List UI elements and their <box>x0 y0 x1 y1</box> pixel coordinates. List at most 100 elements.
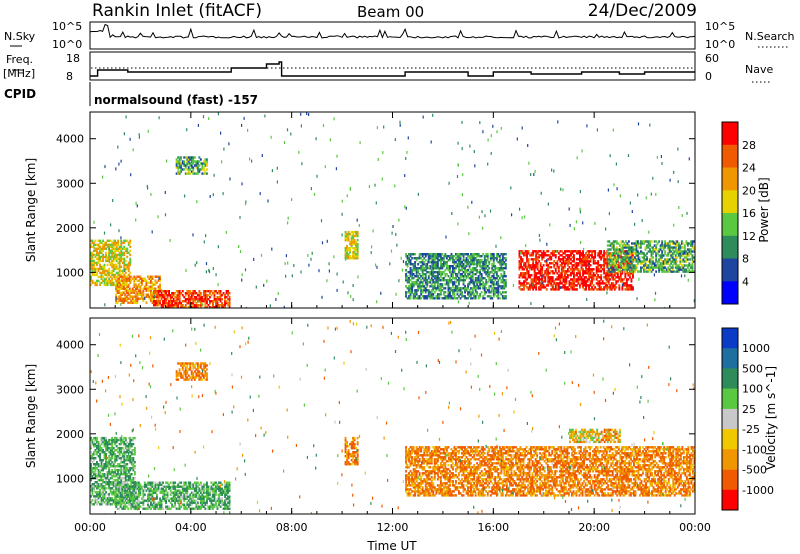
beam-title: Beam 00 <box>357 3 424 21</box>
velocity-ytick-label: 3000 <box>56 383 84 396</box>
cpid-value: normalsound (fast) -157 <box>94 93 258 107</box>
noise-left-tick-bottom: 10^0 <box>52 38 82 51</box>
velocity-region <box>569 428 621 444</box>
power-colorbar-cell <box>722 281 738 305</box>
power-colorbar-tick: 24 <box>742 162 756 175</box>
noise-right-tick-top: 10^5 <box>705 20 735 33</box>
velocity-xtick-label: 00:00 <box>74 521 106 534</box>
power-colorbar-cell <box>722 190 738 214</box>
nave-tick-bottom: 0 <box>705 70 712 83</box>
velocity-colorbar-tick: 500 <box>742 362 763 375</box>
power-axes: 4000 3000 2000 1000 <box>56 112 696 308</box>
velocity-colorbar-tick: -1000 <box>742 484 774 497</box>
freq-label-line1: Freq. <box>6 53 33 66</box>
power-colorbar-tick: 12 <box>742 230 756 243</box>
power-region <box>115 275 161 304</box>
velocity-region <box>175 362 208 381</box>
freq-trace <box>90 61 695 77</box>
nave-tick-top: 60 <box>705 52 719 65</box>
velocity-region <box>115 481 231 510</box>
power-region <box>606 240 695 273</box>
velocity-xtick-label: 04:00 <box>175 521 207 534</box>
velocity-colorbar-cell <box>722 429 738 450</box>
power-colorbar-cell <box>722 144 738 168</box>
velocity-heatmap <box>90 319 695 514</box>
velocity-ytick-label: 2000 <box>56 428 84 441</box>
velocity-speckles <box>90 319 695 514</box>
velocity-ytick-label: 1000 <box>56 472 84 485</box>
cpid-label: CPID <box>4 87 36 101</box>
velocity-ytick-label: 4000 <box>56 339 84 352</box>
date-title: 24/Dec/2009 <box>588 1 697 21</box>
velocity-colorbar-cell <box>722 449 738 470</box>
power-frame <box>89 111 696 309</box>
power-colorbar-cell <box>722 122 738 146</box>
freq-tick-top: 18 <box>66 52 80 65</box>
power-colorbar-tick: 28 <box>742 139 756 152</box>
power-colorbar-tick: 16 <box>742 207 756 220</box>
velocity-colorbar-tick: -500 <box>742 464 767 477</box>
noise-panel: N.Sky 10^5 10^0 10^5 10^0 N.Search <box>4 20 795 51</box>
velocity-region <box>90 436 136 506</box>
noise-sky-trace <box>89 23 696 39</box>
velocity-panel: 4000 3000 2000 1000 00:00 04:00 08:00 12:00 16:0… <box>24 317 778 553</box>
power-ylabel: Slant Range [km] <box>24 158 38 262</box>
noise-right-tick-bottom: 10^0 <box>705 38 735 51</box>
velocity-colorbar-tick: -25 <box>742 423 760 436</box>
velocity-axes: 4000 3000 2000 1000 00:00 04:00 08:00 12:00 16:0… <box>56 318 711 534</box>
station-title: Rankin Inlet (fitACF) <box>92 1 262 21</box>
power-colorbar-tick: 4 <box>742 275 749 288</box>
power-region <box>344 230 359 260</box>
power-ytick-label: 2000 <box>56 222 84 235</box>
freq-panel: Freq. [MHz] 18 8 60 0 Nave <box>3 51 773 83</box>
power-colorbar-frame <box>721 121 739 305</box>
velocity-colorbar-tick: 1000 <box>742 342 770 355</box>
velocity-colorbar-cell <box>722 469 738 491</box>
power-colorbar-tick: 20 <box>742 184 756 197</box>
power-colorbar-cell <box>722 258 738 282</box>
noise-sky-label: N.Sky <box>4 30 36 43</box>
power-region <box>175 156 208 175</box>
velocity-xtick-label: 08:00 <box>276 521 308 534</box>
velocity-xlabel: Time UT <box>366 539 417 553</box>
velocity-xtick-label: 20:00 <box>578 521 610 534</box>
velocity-colorbar-cell <box>722 328 738 349</box>
velocity-colorbar-cell <box>722 388 738 410</box>
velocity-colorbar-cell <box>722 489 738 511</box>
velocity-region <box>405 446 507 497</box>
velocity-colorbar-label: Velocity [m s^-1] <box>764 366 778 470</box>
power-region <box>153 290 231 308</box>
velocity-frame <box>89 317 696 515</box>
velocity-colorbar-tick: -100 <box>742 443 767 456</box>
power-region <box>405 253 507 300</box>
velocity-xtick-label: 16:00 <box>477 521 509 534</box>
power-colorbar: 28 24 20 16 12 8 4 <box>721 121 756 305</box>
power-ytick-label: 1000 <box>56 266 84 279</box>
velocity-colorbar-cell <box>722 348 738 369</box>
power-colorbar-label: Power [dB] <box>757 177 771 242</box>
noise-search-label: N.Search <box>745 30 795 43</box>
power-colorbar-cell <box>722 235 738 259</box>
velocity-colorbar-tick: 100 <box>742 383 763 396</box>
power-panel: 4000 3000 2000 1000 Slant Range [km] 28 24 20… <box>24 111 771 309</box>
power-ytick-label: 3000 <box>56 177 84 190</box>
velocity-xtick-label: 00:00 <box>679 521 711 534</box>
power-ytick-label: 4000 <box>56 133 84 146</box>
velocity-region <box>505 446 695 497</box>
power-colorbar-cell <box>722 167 738 191</box>
power-colorbar-tick: 8 <box>742 253 749 266</box>
velocity-colorbar-cell <box>722 408 738 430</box>
power-region <box>90 239 132 287</box>
power-colorbar-cell <box>722 213 738 237</box>
freq-label-line2: [MHz] <box>3 67 35 80</box>
velocity-colorbar-tick: 25 <box>742 403 756 416</box>
velocity-colorbar: 1000 500 100 25 -25 -100 -500 -1000 <box>721 327 774 511</box>
velocity-colorbar-frame <box>721 327 739 511</box>
velocity-ylabel: Slant Range [km] <box>24 364 38 468</box>
freq-tick-bottom: 8 <box>66 70 73 83</box>
noise-left-tick-top: 10^5 <box>52 20 82 33</box>
velocity-xtick-label: 12:00 <box>377 521 409 534</box>
power-speckles <box>93 112 695 308</box>
